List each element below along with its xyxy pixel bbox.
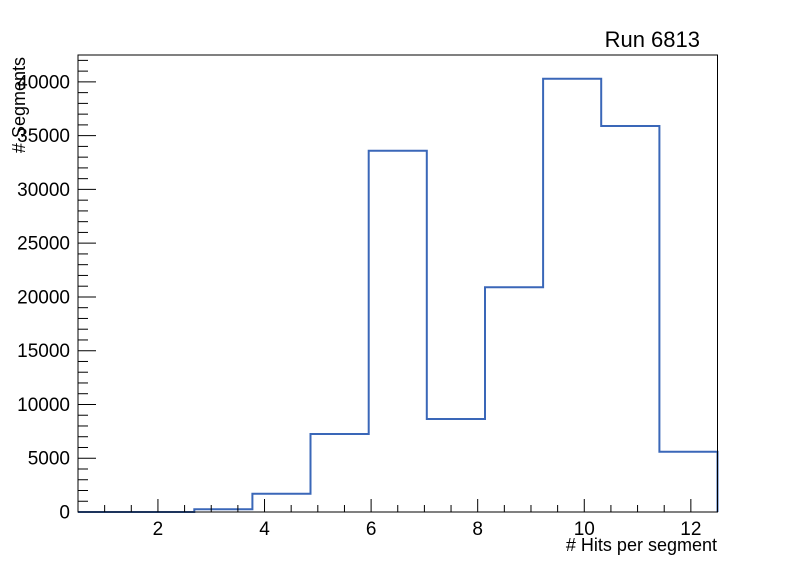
x-tick-label: 10 [574,519,595,540]
y-tick-label: 10000 [17,395,70,416]
y-tick-label: 25000 [17,234,70,255]
x-tick-label: 4 [259,519,270,540]
x-tick-labels: 2 4 6 8 10 12 [153,519,702,540]
x-tick-label: 12 [680,519,701,540]
plot-frame [77,54,718,513]
y-tick-label: 15000 [17,341,70,362]
x-tick-label: 2 [153,519,164,540]
axis-ticks [78,59,692,513]
x-tick-label: 8 [472,519,483,540]
chart-title: Run 6813 [605,27,700,52]
x-tick-label: 6 [366,519,377,540]
y-axis-title: # Segments [9,57,29,153]
y-tick-label: 0 [59,503,70,524]
y-tick-label: 40000 [17,72,70,93]
y-tick-labels: 0 5000 10000 15000 20000 25000 30000 35000 40000 [17,72,70,523]
y-tick-label: 5000 [28,449,70,470]
histogram-step-line [78,77,719,513]
y-tick-label: 20000 [17,287,70,308]
y-tick-label: 35000 [17,126,70,147]
histogram-series [78,77,719,513]
y-tick-label: 30000 [17,180,70,201]
x-axis-title: # Hits per segment [566,535,717,555]
